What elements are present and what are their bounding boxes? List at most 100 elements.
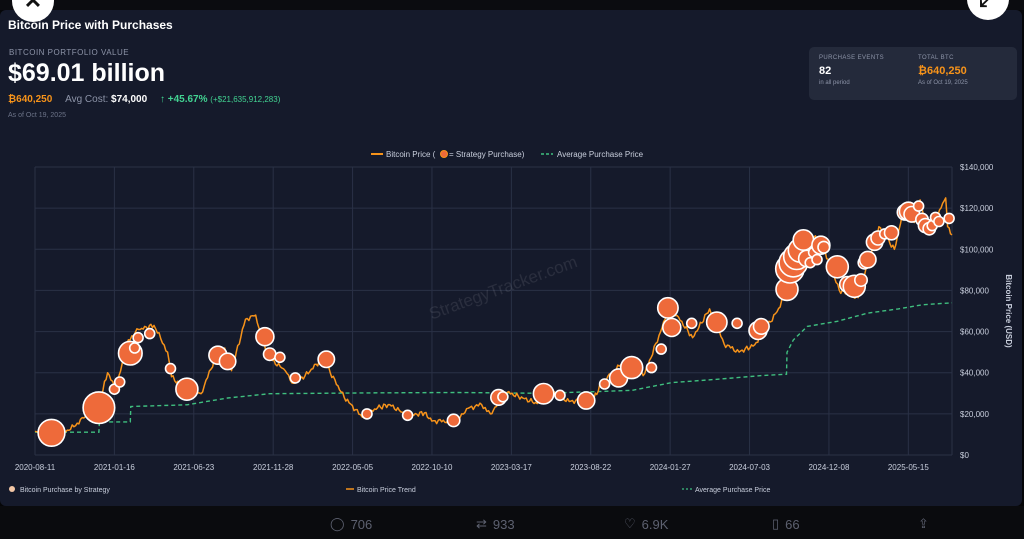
- reply-button[interactable]: ◯ 706: [330, 516, 372, 532]
- reply-count: 706: [350, 516, 373, 532]
- gain-usd: (+$21,635,912,283): [210, 95, 281, 104]
- legend-purchase-label: = Strategy Purchase): [449, 150, 525, 159]
- like-button[interactable]: ♡ 6.9K: [624, 516, 668, 532]
- total-btc-sub: As of Oct 19, 2025: [918, 80, 968, 86]
- heart-icon: ♡: [624, 516, 636, 531]
- purchase-bubble: [933, 215, 945, 228]
- x-axis-ticks: 2020-08-11 2021-01-16 2021-06-23 2021-11-28…: [15, 463, 930, 472]
- purchase-bubble: [705, 311, 728, 334]
- purchase-bubble: [132, 331, 144, 344]
- x-tick-label: 2023-08-22: [570, 463, 611, 472]
- purchase-bubble: [792, 229, 815, 252]
- average-price-series: [35, 302, 953, 433]
- top-strip: [0, 0, 1024, 10]
- repost-button[interactable]: ⇄ 933: [476, 516, 515, 532]
- btc-holdings: ₿640,250: [8, 94, 53, 105]
- purchase-bubble: [655, 343, 668, 355]
- grid: [34, 166, 953, 456]
- purchase-bubble: [446, 413, 461, 428]
- x-tick-label: 2020-08-11: [15, 463, 56, 472]
- close-icon: ✕: [23, 0, 43, 13]
- purchase-bubble: [128, 342, 141, 354]
- share-icon: ⇪: [918, 516, 929, 531]
- purchase-bubble: [262, 347, 277, 362]
- purchase-bubble: [164, 362, 177, 375]
- purchase-bubble: [619, 355, 644, 380]
- purchase-bubble: [113, 376, 126, 388]
- expand-icon: ⤢: [979, 0, 997, 12]
- legend-bottom-bubble: [9, 486, 15, 492]
- x-tick-label: 2024-12-08: [808, 463, 849, 472]
- purchase-bubble: [317, 350, 336, 369]
- x-tick-label: 2021-06-23: [173, 463, 214, 472]
- bookmark-count: 66: [785, 516, 800, 532]
- x-tick-label: 2022-05-05: [332, 463, 373, 472]
- purchase-bubble: [656, 296, 679, 319]
- purchase-bubble: [497, 390, 509, 403]
- purchase-bubble: [645, 361, 658, 374]
- y-tick-label: $20,000: [960, 410, 989, 419]
- purchase-bubble: [289, 372, 302, 384]
- purchase-events-sub: in all period: [819, 80, 850, 86]
- legend-top[interactable]: Bitcoin Price ( = Strategy Purchase) Ave…: [371, 150, 644, 159]
- x-tick-label: 2023-03-17: [491, 463, 532, 472]
- summary-box: PURCHASE EVENTS 82 in all period TOTAL B…: [809, 47, 1017, 100]
- purchase-events-stat: PURCHASE EVENTS 82 in all period: [819, 55, 884, 86]
- total-btc-label: TOTAL BTC: [918, 55, 954, 61]
- y-tick-label: $0: [960, 451, 969, 460]
- like-count: 6.9K: [641, 516, 669, 532]
- purchase-bubble: [825, 254, 850, 279]
- purchase-bubble: [401, 409, 414, 422]
- purchase-events-value: 82: [819, 65, 832, 77]
- legend-price-label: Bitcoin Price (: [386, 150, 436, 159]
- purchase-bubble: [554, 389, 566, 402]
- y-tick-label: $80,000: [960, 286, 989, 295]
- holdings-row: ₿640,250 Avg Cost: $74,000 ↑ +45.67% (+$…: [8, 94, 280, 105]
- as-of-date: As of Oct 19, 2025: [8, 112, 66, 119]
- x-tick-label: 2024-07-03: [729, 463, 770, 472]
- legend-bottom-trend: Bitcoin Price Trend: [357, 487, 416, 494]
- y-tick-label: $60,000: [960, 328, 989, 337]
- avg-cost-value: $74,000: [111, 94, 148, 105]
- y-tick-label: $100,000: [960, 245, 994, 254]
- legend-average-label: Average Purchase Price: [557, 150, 644, 159]
- social-action-bar: ◯ 706 ⇄ 933 ♡ 6.9K ▯ 66 ⇪: [0, 506, 1024, 539]
- close-button[interactable]: ✕: [12, 0, 54, 22]
- gain-percent: ↑ +45.67%: [159, 94, 208, 105]
- repost-count: 933: [492, 516, 515, 532]
- purchase-bubble: [143, 327, 156, 340]
- legend-bottom: Bitcoin Purchase by Strategy Bitcoin Pri…: [9, 486, 770, 494]
- purchase-bubble: [175, 377, 199, 402]
- purchase-bubble: [361, 408, 373, 420]
- total-btc-value: ₿640,250: [918, 65, 967, 77]
- total-btc-stat: TOTAL BTC ₿640,250 As of Oct 19, 2025: [918, 55, 968, 86]
- portfolio-value: $69.01 billion: [8, 59, 166, 87]
- purchase-bubble: [912, 200, 925, 212]
- purchase-bubble: [274, 351, 286, 364]
- repost-icon: ⇄: [476, 516, 487, 531]
- purchase-bubble: [811, 253, 823, 266]
- purchase-events-label: PURCHASE EVENTS: [819, 55, 885, 61]
- x-tick-label: 2022-10-10: [412, 463, 453, 472]
- y-axis-ticks: $0 $20,000 $40,000 $60,000 $80,000 $100,000 $1…: [960, 163, 994, 460]
- y-axis-label: Bitcoin Price (USD): [1004, 274, 1013, 348]
- x-tick-label: 2021-11-28: [253, 463, 294, 472]
- x-tick-label: 2021-01-16: [94, 463, 135, 472]
- x-tick-label: 2024-01-27: [650, 463, 691, 472]
- purchase-bubble: [817, 240, 831, 254]
- reply-icon: ◯: [330, 516, 345, 531]
- chart-title: Bitcoin Price with Purchases: [8, 18, 173, 32]
- y-tick-label: $120,000: [960, 204, 994, 213]
- purchase-bubble: [685, 317, 698, 330]
- purchase-bubble: [576, 391, 596, 410]
- watermark: StrategyTracker.com: [426, 252, 579, 323]
- legend-bottom-purchase: Bitcoin Purchase by Strategy: [20, 487, 110, 494]
- expand-button[interactable]: ⤢: [967, 0, 1009, 20]
- purchase-bubble: [255, 326, 275, 347]
- share-button[interactable]: ⇪: [918, 516, 929, 532]
- purchase-bubble: [532, 382, 555, 405]
- purchase-bubble: [661, 317, 682, 338]
- bookmark-button[interactable]: ▯ 66: [772, 516, 800, 532]
- purchase-bubble: [943, 212, 955, 225]
- y-tick-label: $140,000: [960, 163, 994, 172]
